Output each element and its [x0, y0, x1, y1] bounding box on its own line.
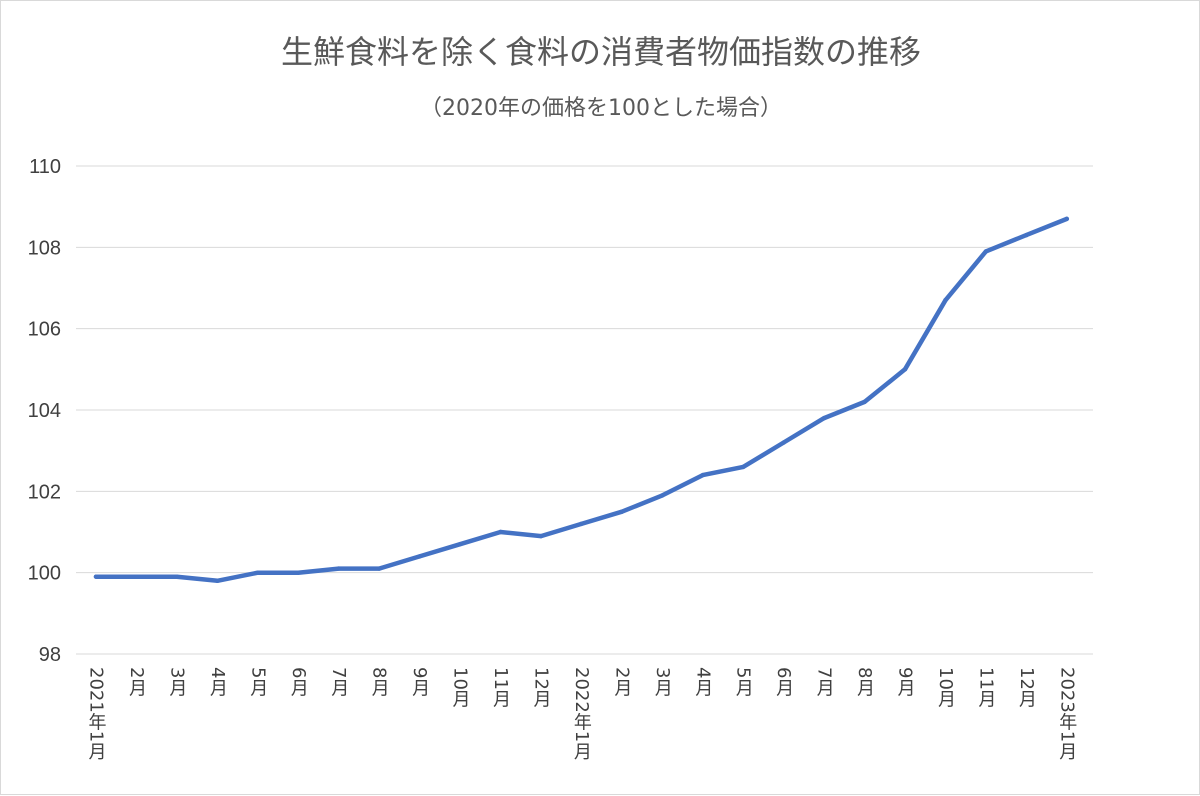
y-tick-label: 104 — [28, 400, 61, 422]
data-point — [821, 415, 827, 421]
data-point — [741, 464, 746, 470]
y-tick-label: 98 — [39, 644, 61, 666]
x-tick-label: 10月 — [935, 667, 956, 708]
y-axis-ticks: 98 100 102 104 106 108 110 — [28, 156, 61, 666]
data-point — [457, 542, 463, 547]
data-point — [1024, 232, 1029, 238]
x-tick-label: 12月 — [530, 667, 551, 708]
data-point — [862, 399, 867, 405]
x-tick-label: 9月 — [409, 667, 430, 696]
x-tick-label: 2022年1月 — [571, 667, 592, 760]
x-tick-label: 2021年1月 — [86, 667, 107, 760]
data-point — [336, 566, 341, 571]
x-tick-label: 2月 — [611, 667, 632, 696]
gridlines — [76, 165, 1093, 655]
x-tick-label: 3月 — [652, 667, 673, 696]
data-point — [619, 509, 625, 514]
data-point — [134, 574, 139, 579]
data-point — [660, 493, 665, 498]
data-point — [781, 440, 786, 445]
x-tick-label: 10月 — [450, 667, 471, 708]
data-point — [943, 298, 948, 303]
x-tick-label: 4月 — [207, 667, 228, 696]
x-tick-label: 5月 — [733, 667, 754, 696]
x-axis-ticks: 2021年1月 2月 3月 4月 5月 6月 7月 8月 9月 10月 11月 12月 2022年1月 2… — [86, 667, 1078, 760]
data-point — [498, 529, 503, 535]
x-tick-label: 8月 — [854, 667, 875, 696]
data-point — [93, 574, 99, 579]
x-tick-label: 6月 — [773, 667, 794, 696]
x-tick-label: 9月 — [895, 667, 916, 696]
chart-subtitle: （2020年の価格を100とした場合） — [420, 96, 782, 121]
x-tick-label: 7月 — [814, 667, 835, 696]
y-tick-label: 108 — [28, 237, 61, 259]
x-tick-label: 3月 — [166, 667, 187, 696]
data-point — [700, 472, 705, 478]
x-tick-label: 2023年1月 — [1056, 667, 1077, 760]
y-tick-label: 110 — [29, 156, 61, 178]
y-tick-label: 102 — [28, 481, 61, 503]
x-tick-label: 12月 — [1016, 667, 1037, 708]
x-tick-label: 2月 — [126, 667, 147, 696]
x-tick-label: 11月 — [975, 667, 996, 708]
x-tick-label: 6月 — [288, 667, 309, 696]
data-point — [538, 533, 544, 539]
data-point — [255, 570, 260, 575]
x-tick-label: 4月 — [692, 667, 713, 696]
data-point — [579, 521, 584, 527]
x-tick-label: 5月 — [247, 667, 268, 696]
data-point — [1064, 216, 1070, 222]
x-tick-label: 8月 — [369, 667, 390, 696]
data-point — [902, 367, 908, 372]
data-point — [215, 578, 220, 583]
data-point — [296, 570, 301, 575]
x-tick-label: 11月 — [490, 667, 511, 708]
data-point — [376, 566, 382, 571]
series-layer — [93, 216, 1070, 584]
data-point — [417, 554, 422, 559]
y-tick-label: 100 — [28, 563, 61, 585]
chart-title: 生鮮食料を除く食料の消費者物価指数の推移 — [281, 33, 921, 71]
data-point — [174, 574, 180, 579]
data-point — [983, 249, 989, 254]
series-line — [93, 216, 1070, 584]
x-tick-label: 7月 — [328, 667, 349, 696]
y-tick-label: 106 — [28, 319, 61, 341]
